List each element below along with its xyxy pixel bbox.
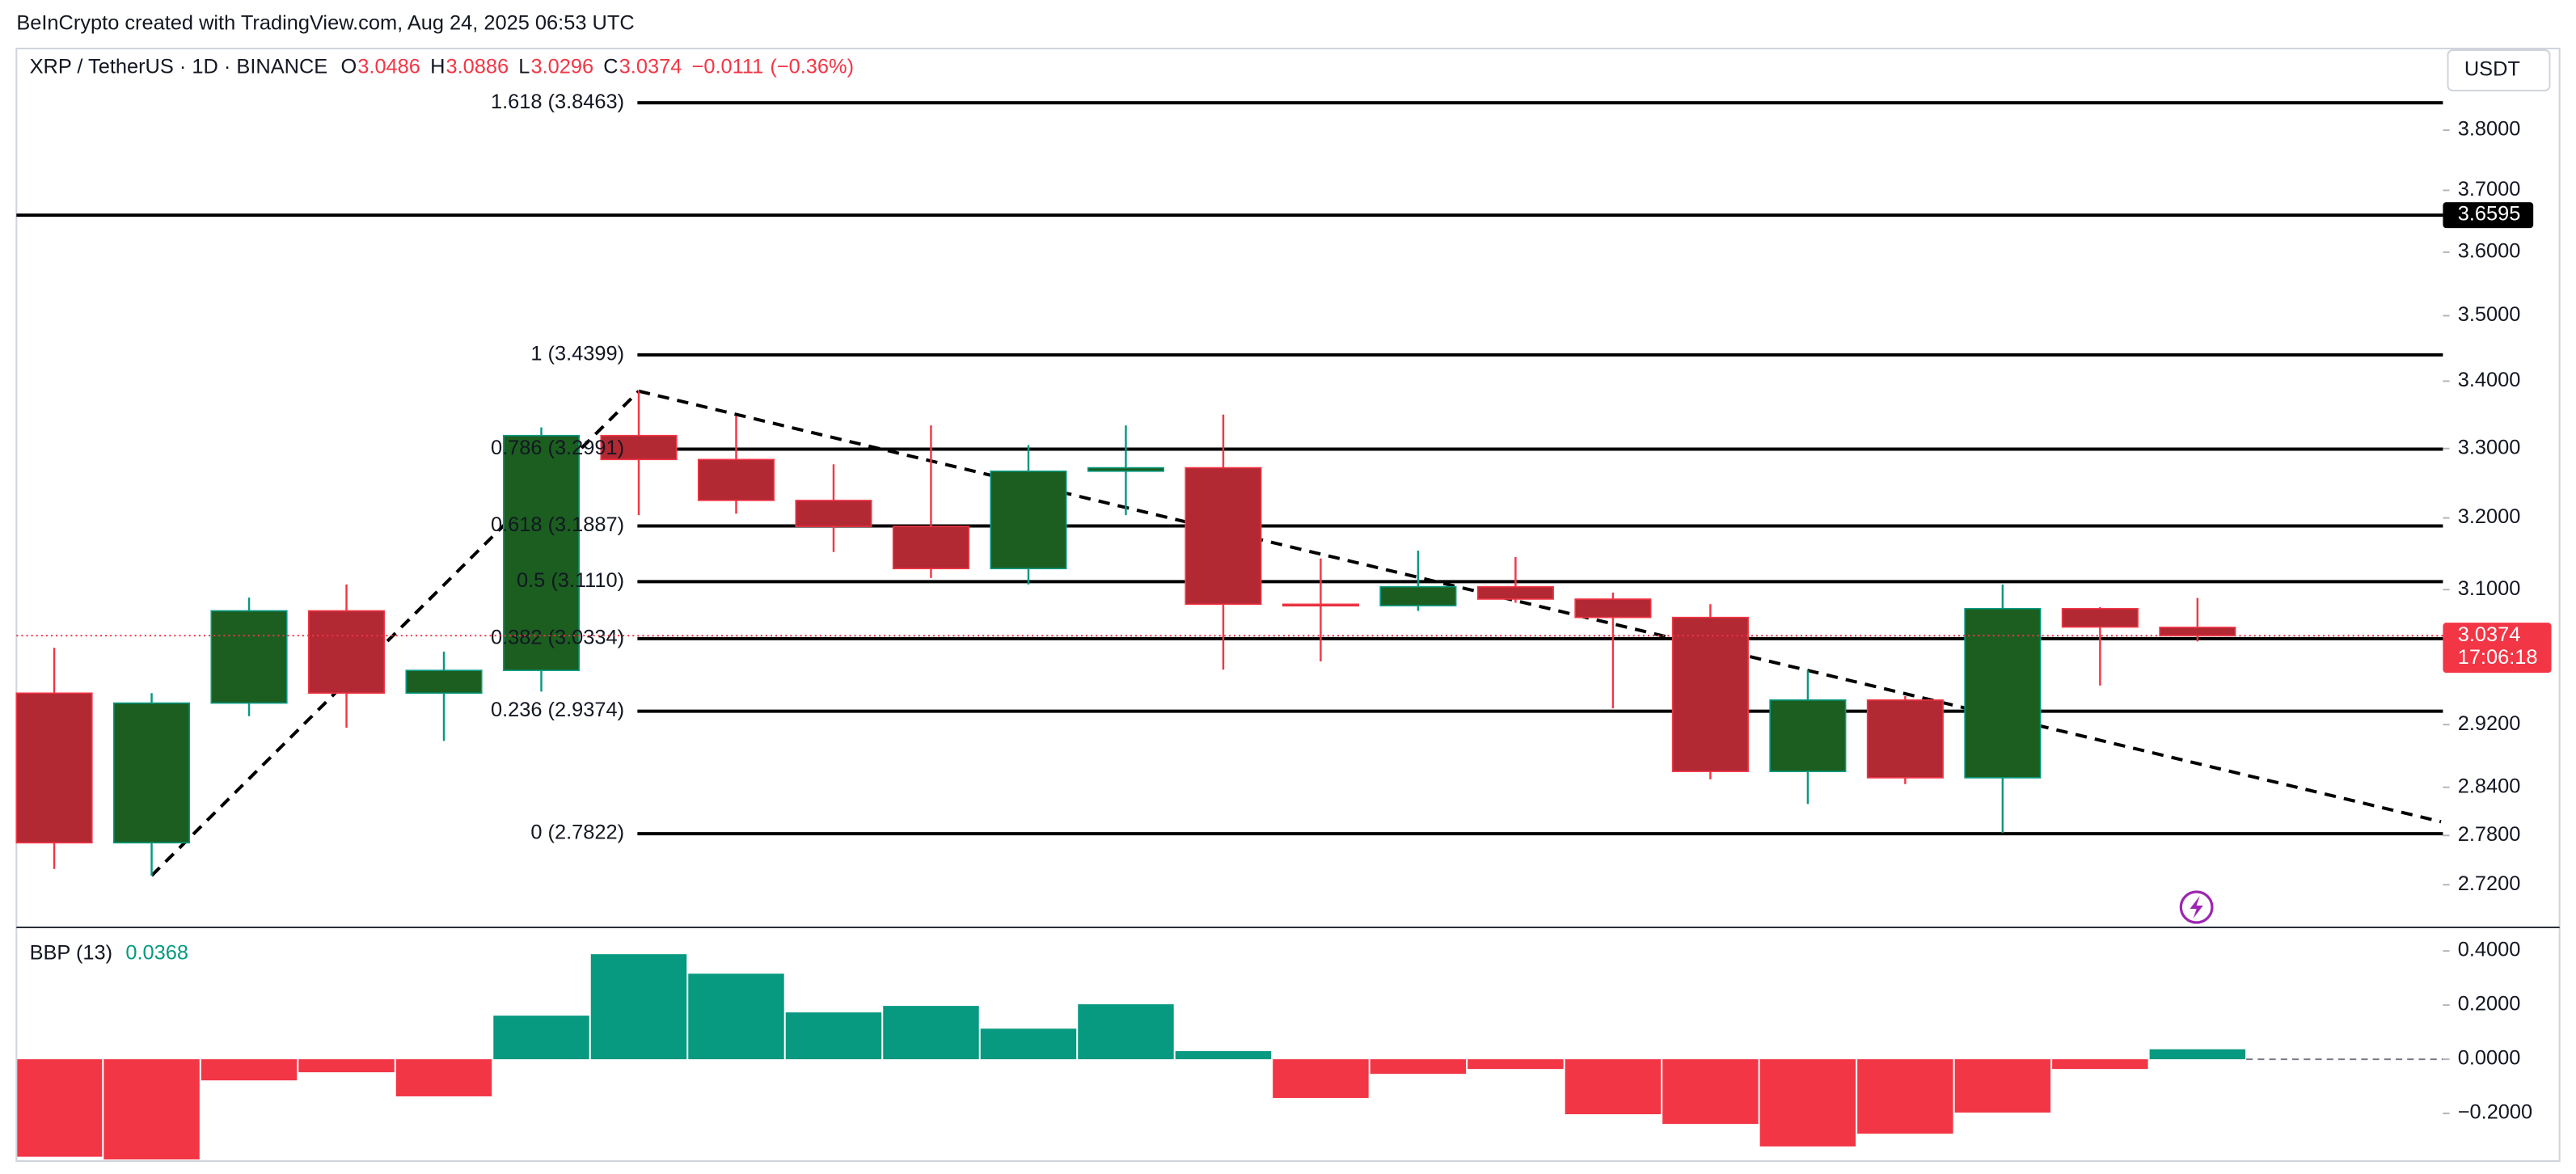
- candle-body: [990, 471, 1066, 568]
- legend-title: XRP / TetherUS · 1D · BINANCE: [30, 56, 328, 78]
- last-price-label: 3.0374: [2458, 623, 2521, 646]
- bbp-bar: [2052, 1059, 2147, 1069]
- candle: [211, 598, 286, 716]
- y-tick-label: 3.2000: [2458, 505, 2521, 528]
- header: BeInCrypto created with TradingView.com,…: [16, 12, 634, 35]
- fib-label: 1 (3.4399): [530, 343, 624, 365]
- bbp-bar: [883, 1006, 978, 1059]
- y-tick-label: 3.7000: [2458, 178, 2521, 201]
- bbp-bar: [786, 1012, 881, 1059]
- legend-value: 3.0296: [530, 56, 593, 78]
- candle-body: [796, 500, 871, 526]
- legend-change-percent: (−0.36%): [770, 56, 854, 78]
- fib-label: 0.382 (3.0334): [491, 627, 624, 649]
- bbp-bar: [1273, 1059, 1368, 1098]
- bbp-bar: [17, 1059, 102, 1157]
- candle-body: [406, 670, 481, 693]
- bbp-bar: [981, 1028, 1076, 1059]
- bbp-bar: [1662, 1059, 1758, 1124]
- candle-body: [1965, 609, 2040, 778]
- fib-label: 0.236 (2.9374): [491, 699, 624, 721]
- y-tick-label: 3.5000: [2458, 303, 2521, 326]
- fib-label: 0.5 (3.1110): [517, 569, 624, 592]
- candle-body: [1185, 468, 1261, 605]
- bbp-bar: [1857, 1059, 1953, 1134]
- bbp-bar: [493, 1016, 589, 1059]
- bbp-bar: [298, 1059, 394, 1072]
- candle-body: [2160, 627, 2235, 636]
- bbp-bar: [591, 954, 686, 1059]
- bbp-bar: [103, 1059, 199, 1159]
- candle-body: [2063, 609, 2138, 627]
- candle-body: [1575, 599, 1650, 618]
- fib-label: 1.618 (3.8463): [491, 91, 624, 113]
- bbp-bar: [396, 1059, 492, 1096]
- legend-key: C: [603, 56, 618, 78]
- legend-key: H: [430, 56, 445, 78]
- bbp-bar: [1176, 1051, 1271, 1059]
- bbp-y-tick-label: −0.2000: [2458, 1101, 2532, 1124]
- y-tick-label: 2.9200: [2458, 712, 2521, 735]
- bbp-bar: [688, 973, 783, 1059]
- bbp-y-tick-label: 0.0000: [2458, 1047, 2521, 1070]
- bbp-y-tick-label: 0.4000: [2458, 939, 2521, 961]
- lightning-icon[interactable]: [2181, 892, 2212, 923]
- candle: [1868, 696, 1943, 784]
- bbp-bar: [1955, 1059, 2050, 1113]
- y-tick-label: 3.1000: [2458, 577, 2521, 600]
- y-tick-label: 3.3000: [2458, 437, 2521, 459]
- legend-value: 3.0886: [446, 56, 509, 78]
- candle-body: [211, 610, 286, 703]
- candle-body: [114, 703, 189, 843]
- bbp-bar: [1467, 1059, 1563, 1069]
- candle-body: [1088, 468, 1163, 471]
- bbp-title: BBP (13): [30, 942, 113, 965]
- legend-key: L: [518, 56, 530, 78]
- bbp-bar: [1078, 1004, 1173, 1059]
- fib-label: 0.786 (3.2991): [491, 437, 624, 459]
- fib-label: 0.618 (3.1887): [491, 513, 624, 536]
- y-tick-label: 2.7800: [2458, 823, 2521, 846]
- candle-body: [1673, 618, 1748, 771]
- background: [0, 0, 2576, 1174]
- y-tick-label: 2.7200: [2458, 872, 2521, 895]
- candle-body: [699, 459, 774, 500]
- bbp-bar: [1565, 1059, 1661, 1114]
- y-tick-label: 2.8400: [2458, 775, 2521, 797]
- candle-body: [1868, 700, 1943, 778]
- bbp-bar: [201, 1059, 297, 1080]
- candle-body: [1283, 604, 1358, 606]
- y-tick-label: 3.8000: [2458, 118, 2521, 141]
- bbp-bar: [2150, 1049, 2245, 1059]
- currency: USDT: [2464, 58, 2520, 81]
- candle: [1673, 604, 1748, 779]
- legend-value: 3.0486: [357, 56, 420, 78]
- candle-body: [1770, 700, 1845, 771]
- candle: [504, 428, 579, 692]
- y-tick-label: 3.4000: [2458, 369, 2521, 391]
- candle-body: [309, 610, 384, 693]
- fib-label: 0 (2.7822): [530, 821, 624, 844]
- page: BeInCrypto created with TradingView.com,…: [0, 0, 2576, 1174]
- candle-body: [893, 526, 969, 568]
- legend-value: 3.0374: [619, 56, 682, 78]
- legend-key: O: [341, 56, 357, 78]
- bbp-bar: [1760, 1059, 1856, 1147]
- candle-body: [1478, 587, 1553, 599]
- bbp-y-tick-label: 0.2000: [2458, 993, 2521, 1016]
- countdown: 17:06:18: [2458, 646, 2538, 669]
- bbp-value: 0.0368: [125, 942, 188, 965]
- price-line-label: 3.6595: [2458, 203, 2521, 226]
- chart: BeInCrypto created with TradingView.com,…: [0, 0, 2576, 1174]
- y-tick-label: 3.6000: [2458, 240, 2521, 263]
- candle-body: [16, 693, 91, 842]
- candle-body: [1380, 587, 1455, 606]
- bbp-bar: [1370, 1059, 1466, 1074]
- legend-change: −0.0111: [692, 56, 764, 78]
